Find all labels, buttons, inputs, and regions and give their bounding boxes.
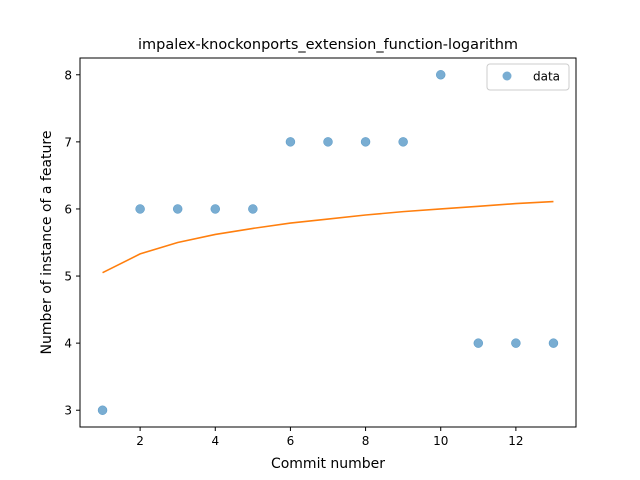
data-point [248,204,258,214]
data-point [511,338,521,348]
data-point [360,137,371,147]
y-tick-label: 5 [64,270,72,284]
x-tick-label: 8 [362,434,370,448]
x-tick-label: 4 [211,434,219,448]
data-point [97,405,108,415]
data-point [285,137,296,147]
fit-line [102,200,554,274]
y-tick-label: 4 [64,337,72,351]
x-tick-label: 10 [433,434,448,448]
marks-layer [97,70,559,415]
x-tick-label: 2 [136,434,144,448]
data-point [473,338,484,348]
legend: data [486,63,570,91]
legend-box [486,63,570,91]
chart-title: impalex-knockonports_extension_function-… [138,37,518,53]
legend-label-data: data [533,70,560,84]
axes-layer: 2 4 6 8 10 12 3 4 5 6 7 8 [64,68,523,448]
legend-marker-data [502,71,512,81]
data-point [435,70,446,80]
plot-area [80,58,576,427]
y-tick-label: 3 [64,404,72,418]
y-axis-label: Number of instance of a feature [39,131,55,355]
data-point [398,137,408,147]
data-point [323,137,333,147]
y-tick-label: 8 [64,68,72,82]
data-point [172,204,183,214]
data-point [210,204,221,214]
plot-frame [79,57,577,428]
x-axis-label: Commit number [271,456,385,472]
data-point [135,204,145,214]
y-tick-label: 6 [64,202,72,216]
x-tick-label: 6 [287,434,295,448]
y-tick-label: 7 [64,135,72,149]
data-point [548,338,559,348]
x-tick-label: 12 [508,434,523,448]
